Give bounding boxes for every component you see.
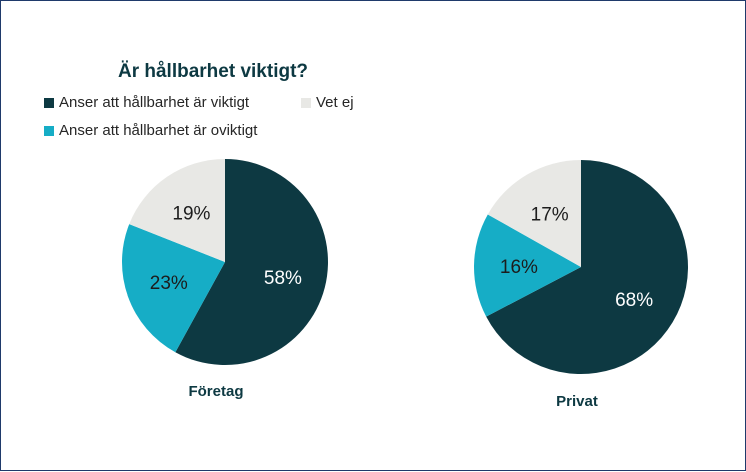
- pie-label-foretag-anser-att-hallbarhet-ar-oviktigt: 23%: [150, 273, 188, 294]
- pie-label-privat-anser-att-hallbarhet-ar-viktigt: 68%: [615, 290, 653, 311]
- legend-item-viktigt: Anser att hållbarhet är viktigt: [44, 94, 249, 111]
- legend-label-oviktigt: Anser att hållbarhet är oviktigt: [59, 122, 258, 139]
- pie-slice-privat-anser-att-hallbarhet-ar-viktigt: [486, 160, 689, 374]
- legend-label-vet-ej: Vet ej: [316, 94, 354, 111]
- pie-slice-foretag-vet-ej: [129, 158, 225, 262]
- legend-swatch-vet-ej: [301, 97, 311, 108]
- pie-caption-privat: Privat: [556, 393, 598, 410]
- legend-label-viktigt: Anser att hållbarhet är viktigt: [59, 94, 250, 111]
- pie-label-foretag-vet-ej: 19%: [172, 204, 210, 225]
- pie-slice-privat-vet-ej: [487, 160, 581, 267]
- pie-label-privat-vet-ej: 17%: [531, 204, 569, 225]
- legend-item-vet-ej: Vet ej: [301, 94, 354, 111]
- pie-label-foretag-anser-att-hallbarhet-ar-viktigt: 58%: [264, 268, 302, 289]
- chart-title: Är hållbarhet viktigt?: [117, 61, 309, 82]
- pie-caption-foretag: Företag: [188, 383, 244, 400]
- pie-slice-privat-anser-att-hallbarhet-ar-oviktigt: [474, 214, 581, 317]
- legend-swatch-viktigt: [44, 97, 54, 108]
- legend-swatch-oviktigt: [44, 125, 54, 136]
- legend-item-oviktigt: Anser att hållbarhet är oviktigt: [44, 122, 257, 139]
- pie-slice-foretag-anser-att-hallbarhet-ar-viktigt: [175, 159, 328, 365]
- pie-label-privat-anser-att-hallbarhet-ar-oviktigt: 16%: [500, 257, 538, 278]
- pie-slice-foretag-anser-att-hallbarhet-ar-oviktigt: [121, 224, 225, 353]
